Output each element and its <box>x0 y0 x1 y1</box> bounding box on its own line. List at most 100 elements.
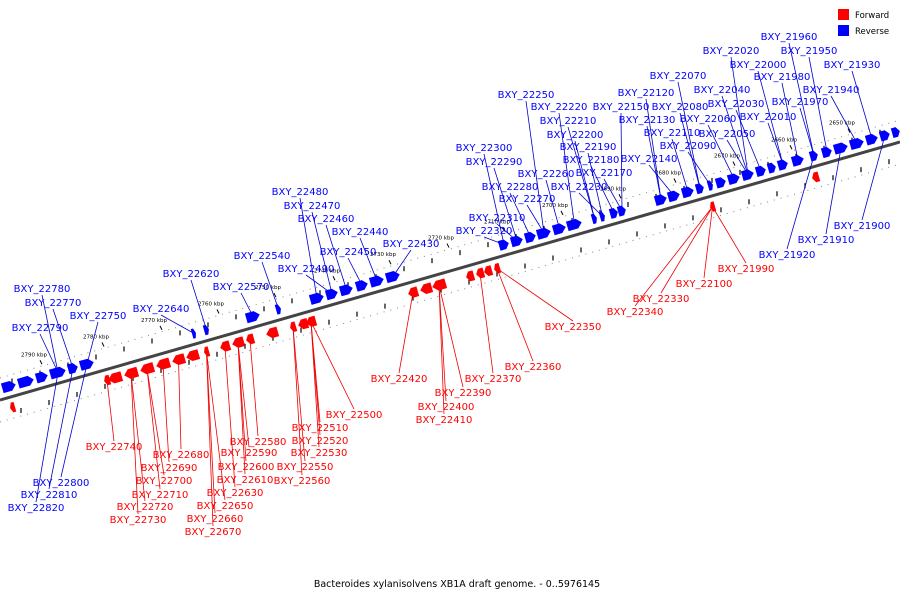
reverse-gene-arrow <box>667 189 681 202</box>
reverse-gene-arrow <box>355 279 369 292</box>
scale-tick-mark <box>102 342 104 346</box>
scale-tick-label: 2650 kbp <box>829 121 855 127</box>
reverse-gene-arrow <box>275 304 283 315</box>
forward-gene-arrow <box>171 353 186 366</box>
scale-tick-mark <box>389 260 391 264</box>
reverse-gene-label: BXY_21950 <box>781 46 838 57</box>
forward-gene-arrow <box>245 333 255 345</box>
reverse-gene-label: BXY_22080 <box>652 102 709 113</box>
reverse-gene-arrow <box>777 158 789 170</box>
reverse-gene-arrow <box>552 222 567 235</box>
forward-gene-label: BXY_22710 <box>132 490 189 501</box>
reverse-gene-arrow <box>191 328 198 339</box>
forward-gene-label: BXY_22590 <box>221 448 278 459</box>
reverse-gene-label: BXY_22020 <box>703 46 760 57</box>
reverse-gene-label: BXY_22070 <box>650 71 707 82</box>
reverse-gene-label: BXY_22300 <box>456 143 513 154</box>
forward-label-pointer <box>480 273 493 373</box>
reverse-gene-label: BXY_21970 <box>772 97 829 108</box>
reverse-gene-label: BXY_22620 <box>163 269 220 280</box>
reverse-gene-label: BXY_22480 <box>272 187 329 198</box>
forward-gene-label: BXY_22520 <box>292 436 349 447</box>
reverse-gene-label: BXY_22540 <box>234 251 291 262</box>
reverse-gene-label: BXY_22120 <box>618 88 675 99</box>
reverse-gene-label: BXY_22570 <box>213 282 270 293</box>
reverse-gene-label: BXY_22130 <box>619 115 676 126</box>
reverse-gene-label: BXY_22210 <box>540 116 597 127</box>
reverse-gene-label: BXY_21910 <box>798 235 855 246</box>
forward-gene-label: BXY_22650 <box>197 501 254 512</box>
reverse-label-pointer <box>862 135 885 220</box>
forward-gene-label: BXY_22360 <box>505 362 562 373</box>
reverse-gene-label: BXY_21920 <box>759 250 816 261</box>
forward-gene-label: BXY_22660 <box>187 514 244 525</box>
reverse-gene-label: BXY_22270 <box>499 194 556 205</box>
forward-label-pointer <box>713 207 747 263</box>
reverse-gene-arrow <box>498 238 510 250</box>
legend-forward-swatch <box>838 9 849 20</box>
scale-tick-label: 2790 kbp <box>21 352 47 358</box>
reverse-gene-arrow <box>339 283 354 296</box>
forward-label-pointer <box>635 207 713 306</box>
reverse-gene-arrow <box>617 205 627 217</box>
reverse-gene-arrow <box>67 362 79 374</box>
reverse-gene-arrow <box>79 357 95 370</box>
reverse-label-pointer <box>852 71 872 139</box>
forward-label-pointer <box>179 360 182 449</box>
forward-gene-label: BXY_22720 <box>117 502 174 513</box>
forward-gene-arrow <box>289 321 298 332</box>
forward-gene-arrow <box>465 270 475 282</box>
reverse-gene-label: BXY_22170 <box>576 168 633 179</box>
forward-gene-label: BXY_22350 <box>545 322 602 333</box>
forward-gene-label: BXY_22680 <box>153 450 210 461</box>
reverse-gene-label: BXY_22150 <box>593 102 650 113</box>
forward-gene-label: BXY_22390 <box>435 388 492 399</box>
reverse-gene-label: BXY_21980 <box>754 72 811 83</box>
forward-gene-arrow <box>231 336 245 349</box>
reverse-gene-label: BXY_22030 <box>708 99 765 110</box>
reverse-gene-arrow <box>767 162 777 174</box>
forward-label-pointer <box>497 269 533 361</box>
scale-tick-mark <box>674 179 676 183</box>
forward-gene-arrow <box>407 286 419 298</box>
scale-tick-mark <box>217 310 219 314</box>
reverse-gene-label: BXY_22250 <box>498 90 555 101</box>
forward-gene-label: BXY_22340 <box>607 307 664 318</box>
forward-gene-label: BXY_22510 <box>292 423 349 434</box>
reverse-gene-label: BXY_22640 <box>133 304 190 315</box>
reverse-gene-arrow <box>681 185 695 198</box>
reverse-gene-label: BXY_22290 <box>466 157 523 168</box>
figure-caption: Bacteroides xylanisolvens XB1A draft gen… <box>314 579 600 590</box>
forward-gene-label: BXY_22610 <box>217 475 274 486</box>
scale-tick-label: 2680 kbp <box>655 171 681 177</box>
forward-gene-label: BXY_22630 <box>207 488 264 499</box>
reverse-gene-label: BXY_22430 <box>383 239 440 250</box>
scale-tick-mark <box>447 244 449 248</box>
forward-label-pointer <box>497 269 573 321</box>
scale-tick-mark <box>790 145 792 149</box>
scale-tick-label: 2770 kbp <box>141 318 167 324</box>
reverse-gene-arrow <box>821 146 833 158</box>
genome-map: 2790 kbp 2780 kbp 2770 kbp 2760 kbp 2750 kbp… <box>0 0 900 600</box>
reverse-gene-label: BXY_22320 <box>456 226 513 237</box>
scale-tick-mark <box>40 360 42 364</box>
reverse-gene-label: BXY_21930 <box>824 60 881 71</box>
forward-gene-arrow <box>493 263 502 274</box>
scale-tick-label: 2670 kbp <box>714 154 740 160</box>
reverse-gene-label: BXY_22140 <box>621 154 678 165</box>
forward-gene-label: BXY_22730 <box>110 515 167 526</box>
forward-gene-label: BXY_22560 <box>274 476 331 487</box>
reverse-gene-arrow <box>695 182 705 194</box>
forward-label-pointer <box>238 343 249 447</box>
reverse-gene-label: BXY_22800 <box>33 478 90 489</box>
reverse-gene-arrow <box>35 371 49 384</box>
reverse-gene-arrow <box>245 310 261 323</box>
forward-gene-arrow <box>155 358 171 371</box>
reverse-gene-arrow <box>536 226 552 239</box>
reverse-gene-label: BXY_22060 <box>680 114 737 125</box>
scale-tick-mark <box>733 162 735 166</box>
reverse-gene-label: BXY_22090 <box>660 141 717 152</box>
reverse-gene-label: BXY_22810 <box>21 490 78 501</box>
reverse-gene-label: BXY_22780 <box>14 284 71 295</box>
reverse-gene-arrow <box>727 172 741 185</box>
